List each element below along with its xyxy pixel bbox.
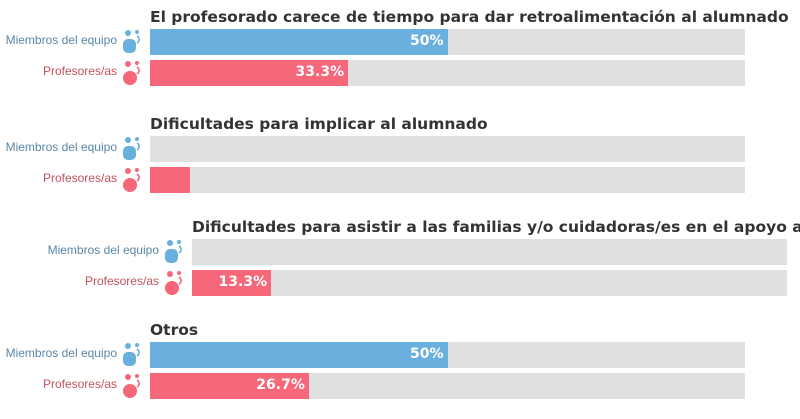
row-miembros: Miembros del equipo <box>0 239 800 265</box>
bar: 33.3% <box>150 60 349 86</box>
team-members-icon <box>164 239 188 265</box>
series-label: Miembros del equipo <box>5 346 117 360</box>
row-profesores: Profesores/as 33.3% <box>0 60 800 86</box>
data-label: 50% <box>409 33 444 49</box>
bar-track <box>150 167 745 193</box>
team-members-icon <box>122 29 146 55</box>
bar: 50% <box>150 342 448 368</box>
bar-track: 13.3% <box>192 270 787 296</box>
series-label: Profesores/as <box>42 64 117 78</box>
bar <box>150 167 190 193</box>
teachers-icon <box>164 270 188 296</box>
row-miembros: Miembros del equipo 50% <box>0 29 800 55</box>
bar-track <box>150 136 745 162</box>
data-label: 50% <box>409 346 444 362</box>
row-miembros: Miembros del equipo <box>0 136 800 162</box>
row-miembros: Miembros del equipo 50% <box>0 342 800 368</box>
series-label: Miembros del equipo <box>47 243 159 257</box>
bar-track: 50% <box>150 342 745 368</box>
bar: 50% <box>150 29 448 55</box>
data-label: 26.7% <box>256 377 305 393</box>
group-title: Dificultades para asistir a las familias… <box>192 218 800 236</box>
bar: 13.3% <box>192 270 272 296</box>
series-label: Miembros del equipo <box>5 33 117 47</box>
series-label: Profesores/as <box>42 377 117 391</box>
series-label: Profesores/as <box>84 274 159 288</box>
series-label: Profesores/as <box>42 171 117 185</box>
bar: 26.7% <box>150 373 309 399</box>
row-profesores: Profesores/as <box>0 167 800 193</box>
bar-track: 50% <box>150 29 745 55</box>
team-members-icon <box>122 136 146 162</box>
bar-track: 26.7% <box>150 373 745 399</box>
data-label: 33.3% <box>295 64 345 80</box>
data-label: 13.3% <box>218 274 268 290</box>
team-members-icon <box>122 342 146 368</box>
teachers-icon <box>122 373 146 399</box>
group-title: Dificultades para implicar al alumnado <box>150 115 488 133</box>
bar-track <box>192 239 787 265</box>
group-title: Otros <box>150 321 199 339</box>
row-profesores: Profesores/as 13.3% <box>0 270 800 296</box>
bar-track: 33.3% <box>150 60 745 86</box>
row-profesores: Profesores/as 26.7% <box>0 373 800 399</box>
teachers-icon <box>122 167 146 193</box>
series-label: Miembros del equipo <box>5 140 117 154</box>
group-title: El profesorado carece de tiempo para dar… <box>150 8 789 26</box>
teachers-icon <box>122 60 146 86</box>
